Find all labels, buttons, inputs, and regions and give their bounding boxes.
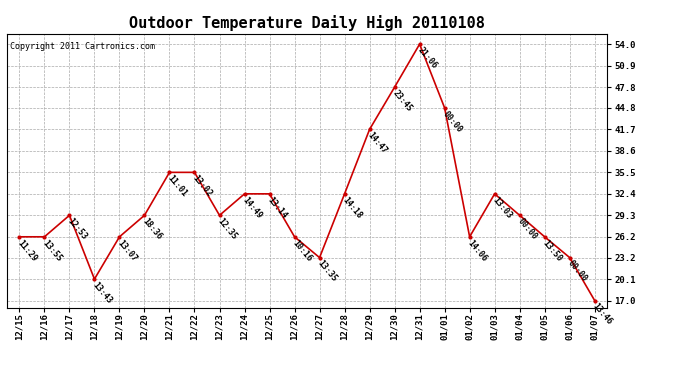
Text: 11:01: 11:01 [166,174,188,199]
Text: 14:18: 14:18 [340,195,364,220]
Text: 13:35: 13:35 [315,259,338,284]
Text: 14:47: 14:47 [366,131,388,156]
Text: 00:00: 00:00 [440,109,464,134]
Text: 11:29: 11:29 [15,238,38,263]
Text: 14:49: 14:49 [240,195,264,220]
Text: 10:16: 10:16 [290,238,313,263]
Title: Outdoor Temperature Daily High 20110108: Outdoor Temperature Daily High 20110108 [129,15,485,31]
Text: 12:53: 12:53 [66,217,88,242]
Text: 13:14: 13:14 [266,195,288,220]
Text: 12:35: 12:35 [215,217,238,242]
Text: 14:06: 14:06 [466,238,489,263]
Text: 00:00: 00:00 [515,217,538,242]
Text: 13:02: 13:02 [190,174,213,199]
Text: 13:43: 13:43 [90,280,113,305]
Text: 13:07: 13:07 [115,238,138,263]
Text: 23:45: 23:45 [391,88,413,114]
Text: Copyright 2011 Cartronics.com: Copyright 2011 Cartronics.com [10,42,155,51]
Text: 13:03: 13:03 [491,195,513,220]
Text: 21:06: 21:06 [415,45,438,70]
Text: 13:46: 13:46 [591,302,613,327]
Text: 13:55: 13:55 [40,238,63,263]
Text: 18:36: 18:36 [140,217,164,242]
Text: 00:00: 00:00 [566,259,589,284]
Text: 13:50: 13:50 [540,238,564,263]
